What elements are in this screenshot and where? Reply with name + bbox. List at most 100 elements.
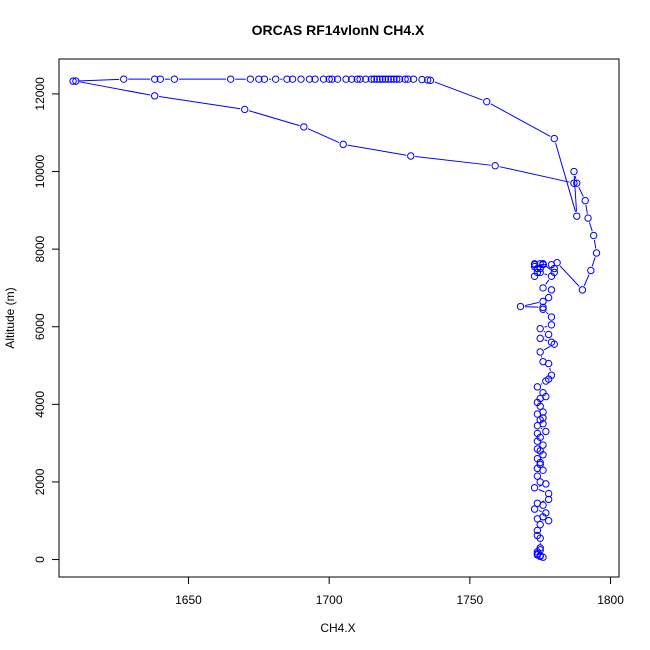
series-line-segment: [543, 345, 551, 351]
data-point: [573, 179, 581, 187]
data-point: [542, 509, 550, 517]
data-point: [533, 531, 542, 540]
data-point: [544, 517, 553, 525]
series-line-segment: [583, 274, 590, 286]
data-point: [592, 249, 601, 257]
data-point: [533, 454, 542, 463]
data-point: [353, 75, 361, 83]
data-point: [319, 75, 328, 83]
data-point: [401, 75, 409, 83]
series-line-segment: [540, 383, 543, 385]
data-point: [426, 76, 435, 85]
data-point: [536, 460, 544, 469]
data-point: [539, 414, 547, 422]
series-line-segment: [543, 330, 546, 333]
data-point: [409, 75, 418, 83]
chart-title: ORCAS RF14vlonN CH4.X: [252, 22, 425, 38]
series-line-segment: [591, 257, 596, 267]
data-point: [539, 260, 547, 268]
data-point: [533, 445, 542, 453]
data-point: [547, 286, 556, 294]
data-point: [381, 75, 390, 83]
data-point: [392, 75, 401, 83]
data-point: [539, 357, 547, 366]
data-point: [539, 303, 547, 312]
data-point: [539, 388, 547, 397]
data-point: [536, 348, 544, 356]
data-point: [547, 338, 556, 346]
data-point: [395, 75, 404, 83]
data-point: [533, 526, 542, 535]
data-point: [544, 293, 553, 302]
data-point: [570, 167, 578, 176]
series-line-segment: [524, 302, 539, 307]
series-line-segment: [307, 128, 340, 143]
series-line-segment: [538, 510, 542, 512]
data-point: [390, 75, 398, 83]
data-point: [367, 75, 376, 83]
series-line-segment: [540, 427, 543, 430]
data-point: [550, 268, 558, 277]
data-point: [539, 441, 547, 449]
series-line-segment: [347, 144, 407, 156]
data-point: [69, 77, 77, 85]
series-line-segment: [248, 110, 300, 127]
data-point: [536, 324, 544, 333]
data-point: [578, 286, 587, 294]
data-point: [311, 75, 319, 83]
data-point: [539, 305, 547, 313]
data-point: [362, 75, 370, 83]
series-line-segment: [573, 175, 578, 212]
data-point: [404, 75, 412, 83]
data-point: [570, 179, 578, 187]
data-point: [539, 284, 547, 292]
data-point: [530, 505, 539, 513]
y-tick-label: 8000: [33, 235, 47, 262]
data-point: [226, 75, 235, 83]
y-axis-label: Altitude (m): [3, 287, 17, 348]
data-point: [530, 484, 539, 492]
data-point: [589, 231, 598, 240]
x-tick-label: 1800: [597, 593, 624, 607]
y-axis: 0 2000 4000 6000 8000 10000 12000: [33, 77, 60, 563]
data-point: [550, 264, 558, 273]
data-point: [150, 92, 159, 100]
series-line-segment: [545, 279, 550, 285]
series-line-segment: [559, 265, 580, 287]
data-point: [533, 264, 542, 273]
data-point: [305, 75, 314, 83]
data-point: [283, 75, 291, 83]
data-point: [387, 75, 395, 83]
data-point: [584, 214, 592, 222]
series-line-segment: [588, 222, 593, 232]
series-line-segment: [593, 239, 597, 249]
data-point: [547, 371, 556, 379]
data-point: [536, 334, 544, 343]
data-point: [376, 75, 384, 83]
x-axis-label: CH4.X: [320, 621, 355, 635]
data-point: [553, 259, 561, 267]
series-line-segment: [538, 489, 545, 493]
series-line-segment: [544, 339, 548, 342]
data-point: [271, 75, 280, 83]
data-point: [370, 75, 378, 83]
series-line-segment: [555, 142, 577, 212]
data-series: [69, 75, 601, 561]
data-point: [297, 75, 305, 83]
plot-frame: [58, 58, 620, 578]
x-tick-label: 1700: [316, 593, 343, 607]
data-point: [72, 77, 80, 85]
data-point: [156, 75, 165, 83]
x-tick-label: 1650: [175, 593, 202, 607]
series-line-segment: [549, 367, 551, 371]
data-point: [241, 105, 249, 114]
data-point: [491, 162, 499, 170]
data-point: [423, 76, 432, 84]
x-axis: 1650 1700 1750 1800: [175, 576, 624, 607]
series-line-segment: [159, 96, 241, 110]
data-point: [533, 472, 542, 480]
data-point: [260, 75, 269, 83]
data-point: [544, 495, 553, 504]
data-point: [539, 408, 547, 416]
